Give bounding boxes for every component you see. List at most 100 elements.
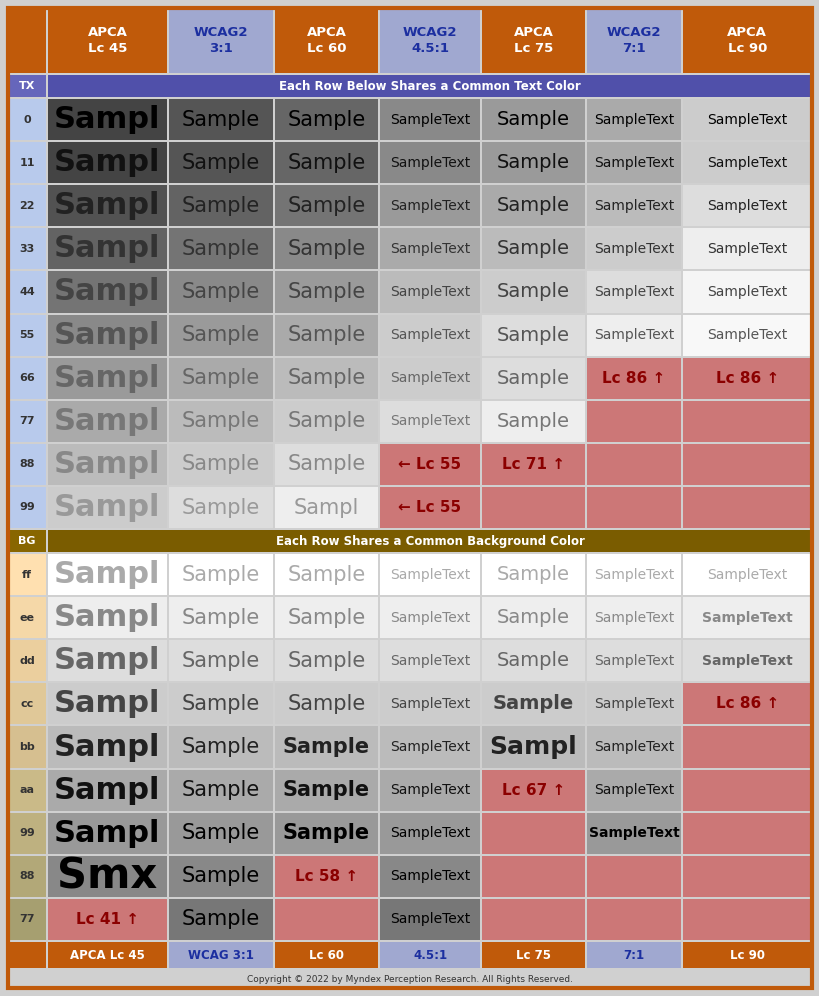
Bar — [380, 856, 479, 896]
Text: Lc 67 ↑: Lc 67 ↑ — [501, 783, 564, 798]
Bar — [169, 856, 272, 896]
Bar — [380, 185, 479, 226]
Text: Lc 58 ↑: Lc 58 ↑ — [295, 869, 358, 883]
Bar — [682, 640, 811, 681]
Text: APCA
Lc 45: APCA Lc 45 — [88, 27, 127, 55]
Text: SampleText: SampleText — [701, 611, 792, 624]
Text: Sample: Sample — [181, 325, 260, 345]
Text: SampleText: SampleText — [701, 653, 792, 667]
Bar — [274, 856, 378, 896]
Text: 33: 33 — [20, 244, 34, 254]
Text: APCA
Lc 90: APCA Lc 90 — [726, 27, 767, 55]
Bar — [380, 142, 479, 183]
Bar — [8, 228, 46, 270]
Text: 44: 44 — [19, 287, 35, 297]
Bar — [274, 726, 378, 768]
Text: Lc 60: Lc 60 — [309, 948, 343, 961]
Text: Sample: Sample — [496, 411, 569, 431]
Bar — [274, 272, 378, 313]
Text: Sampl: Sampl — [54, 493, 161, 522]
Bar — [8, 444, 46, 485]
Text: Sample: Sample — [283, 824, 369, 844]
Bar — [8, 970, 811, 988]
Bar — [8, 770, 46, 811]
Bar — [682, 487, 811, 528]
Bar — [586, 444, 680, 485]
Bar — [586, 726, 680, 768]
Text: Lc 86 ↑: Lc 86 ↑ — [715, 696, 778, 711]
Bar — [682, 726, 811, 768]
Text: Sample: Sample — [181, 780, 260, 800]
Text: Sample: Sample — [492, 694, 573, 713]
Bar — [380, 899, 479, 940]
Bar — [8, 358, 46, 398]
Text: Sample: Sample — [181, 152, 260, 172]
Bar — [274, 554, 378, 596]
Bar — [380, 228, 479, 270]
Text: Sampl: Sampl — [54, 278, 161, 307]
Text: Sample: Sample — [287, 196, 365, 216]
Bar — [481, 228, 585, 270]
Bar — [481, 856, 585, 896]
Bar — [8, 640, 46, 681]
Bar — [380, 726, 479, 768]
Bar — [586, 640, 680, 681]
Text: Sample: Sample — [181, 282, 260, 302]
Bar — [682, 272, 811, 313]
Bar — [48, 856, 166, 896]
Bar — [586, 487, 680, 528]
Text: Sample: Sample — [496, 369, 569, 387]
Bar — [169, 726, 272, 768]
Text: Sample: Sample — [287, 565, 365, 585]
Bar — [682, 228, 811, 270]
Bar — [682, 683, 811, 724]
Bar — [274, 683, 378, 724]
Text: Sample: Sample — [181, 737, 260, 757]
Text: Sampl: Sampl — [54, 406, 161, 436]
Text: ff: ff — [22, 570, 32, 580]
Text: SampleText: SampleText — [593, 199, 673, 213]
Bar — [380, 8, 479, 73]
Bar — [8, 272, 46, 313]
Bar — [8, 185, 46, 226]
Bar — [48, 899, 166, 940]
Text: 4.5:1: 4.5:1 — [413, 948, 446, 961]
Text: SampleText: SampleText — [706, 568, 786, 582]
Bar — [481, 487, 585, 528]
Text: SampleText: SampleText — [389, 328, 469, 342]
Text: Sample: Sample — [181, 867, 260, 886]
Text: aa: aa — [20, 785, 34, 795]
Text: Sample: Sample — [496, 565, 569, 584]
Bar — [274, 358, 378, 398]
Text: 66: 66 — [19, 374, 35, 383]
Bar — [682, 942, 811, 968]
Text: SampleText: SampleText — [593, 611, 673, 624]
Bar — [48, 813, 166, 854]
Bar — [8, 813, 46, 854]
Text: Sample: Sample — [287, 411, 365, 431]
Bar — [481, 726, 585, 768]
Text: Sample: Sample — [181, 650, 260, 671]
Bar — [8, 315, 46, 356]
Text: 88: 88 — [19, 872, 34, 881]
Text: Sample: Sample — [496, 609, 569, 627]
Text: Sampl: Sampl — [54, 191, 161, 220]
Bar — [48, 942, 166, 968]
Bar — [274, 487, 378, 528]
Text: SampleText: SampleText — [593, 113, 673, 126]
Bar — [682, 813, 811, 854]
Bar — [274, 598, 378, 638]
Text: SampleText: SampleText — [389, 653, 469, 667]
Bar — [586, 899, 680, 940]
Text: Sampl: Sampl — [54, 364, 161, 392]
Text: SampleText: SampleText — [593, 783, 673, 797]
Bar — [274, 185, 378, 226]
Bar — [586, 315, 680, 356]
Text: SampleText: SampleText — [389, 912, 469, 926]
Text: Sample: Sample — [181, 565, 260, 585]
Text: 88: 88 — [19, 459, 34, 469]
Text: 77: 77 — [19, 914, 34, 924]
Text: Sample: Sample — [496, 153, 569, 172]
Text: SampleText: SampleText — [389, 611, 469, 624]
Text: SampleText: SampleText — [389, 113, 469, 126]
